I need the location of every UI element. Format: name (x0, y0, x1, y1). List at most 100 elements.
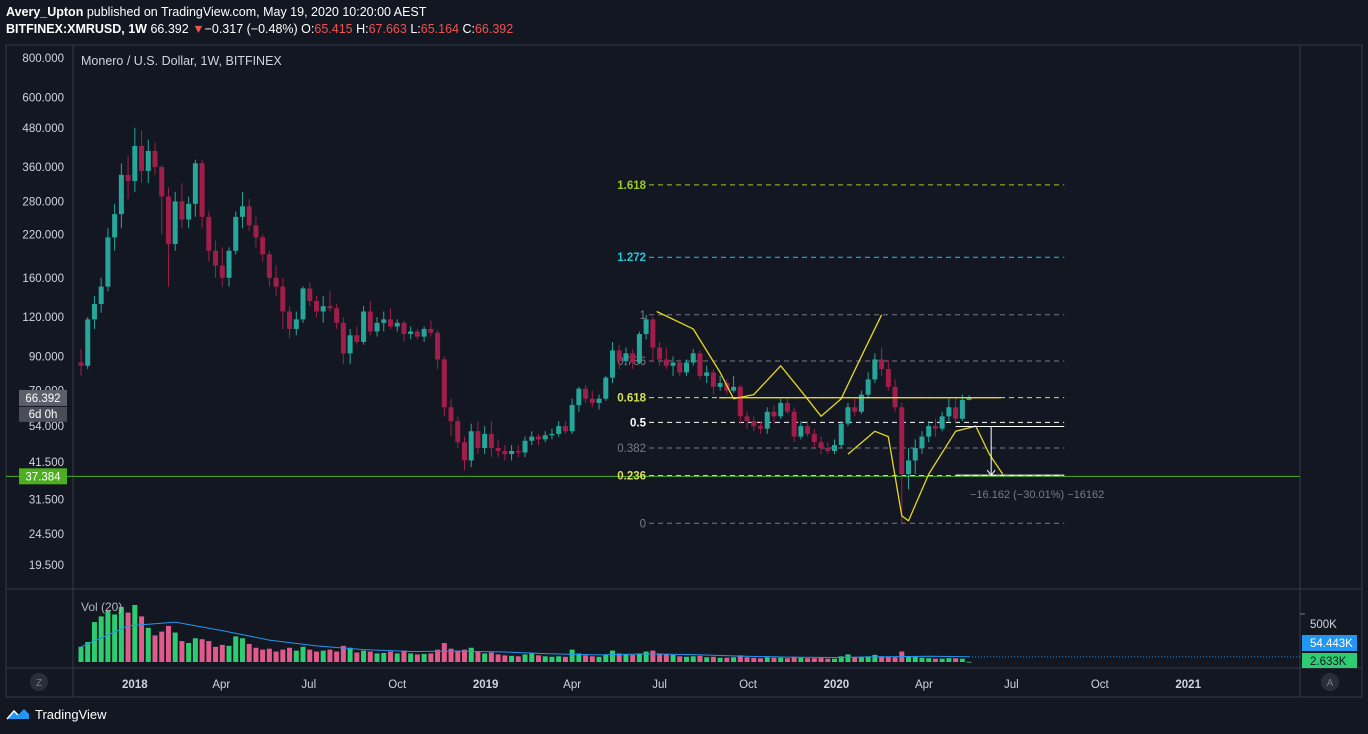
candle-body (213, 250, 219, 266)
last-price: 66.392 (150, 22, 189, 36)
volume-bar (758, 658, 764, 662)
candle-body (253, 225, 259, 238)
zoom-icon: Z (36, 678, 42, 689)
volume-bar (320, 650, 326, 662)
publish-info: Avery_Upton published on TradingView.com… (6, 5, 426, 19)
candle-body (118, 174, 124, 215)
price-axis[interactable]: 800.000 600.000 480.000 360.000 280.000 220.0… (6, 53, 1300, 572)
volume-bar (125, 612, 131, 662)
volume-bar (159, 631, 165, 662)
candle-body (273, 277, 279, 287)
volume-bar (139, 616, 145, 662)
volume-bar (737, 655, 743, 662)
candle-body (576, 388, 582, 406)
zoom-button (30, 673, 48, 691)
fib-level-label: 0 (640, 518, 646, 530)
auto-scale-icon: A (1327, 678, 1334, 689)
volume-bar (307, 649, 313, 662)
volume-bar (791, 656, 797, 662)
author-name[interactable]: Avery_Upton (6, 5, 84, 19)
candle-body (468, 431, 474, 461)
volume-bar (959, 658, 965, 662)
candle-body (495, 447, 501, 451)
candle-body (448, 407, 454, 422)
candle-body (233, 216, 239, 251)
countdown-badge (19, 406, 67, 422)
volume-bar (374, 653, 380, 662)
volume-pane: 500K 54.443K 2.633K (78, 605, 1357, 668)
volume-bar (132, 605, 138, 662)
candle-body (502, 450, 508, 455)
fib-level-label: 0.236 (617, 471, 646, 483)
candle-body (744, 416, 750, 422)
candle-body (562, 426, 568, 432)
volume-bar (78, 646, 84, 662)
candle-body (529, 436, 535, 441)
volume-bar (912, 656, 918, 662)
volume-bar (118, 606, 124, 662)
volume-bar (710, 656, 716, 662)
volume-bar (105, 610, 111, 662)
volume-bar (461, 649, 467, 662)
countdown-label: 6d 0h (29, 409, 58, 421)
candle-body (906, 460, 912, 475)
support-price-label: 37.384 (25, 471, 61, 483)
volume-bar (152, 635, 158, 662)
candle-body (435, 332, 441, 360)
volume-bar (482, 653, 488, 662)
ohlc-legend: BITFINEX:XMRUSD, 1W 66.392 ▼−0.317 (−0.4… (6, 22, 513, 36)
candle-body (771, 411, 777, 417)
volume-bar (206, 641, 212, 662)
candle-body (542, 435, 548, 440)
volume-bar (455, 650, 461, 662)
time-axis[interactable]: 2018 Apr Jul Oct 2019 Apr Jul Oct 2020 Apr Jul Oct 2… (30, 673, 1339, 691)
volume-bar (569, 649, 575, 662)
volume-bar (226, 645, 232, 662)
volume-bar (509, 655, 515, 662)
volume-bar (468, 647, 474, 662)
price-tick-label: 24.500 (29, 529, 64, 541)
volume-bar (401, 650, 407, 662)
candle-body (838, 423, 844, 446)
candle-body (697, 353, 703, 376)
volume-bar (192, 638, 198, 662)
volume-bar (818, 657, 824, 662)
volume-bar (946, 658, 952, 662)
volume-bar (576, 653, 582, 662)
tradingview-footer: TradingView (6, 706, 107, 722)
volume-bar (838, 656, 844, 662)
volume-bar (186, 643, 192, 662)
candle-body (852, 407, 858, 412)
volume-bar (535, 655, 541, 662)
volume-bar (717, 657, 723, 662)
time-tick-label: 2018 (122, 679, 148, 691)
candle-body (751, 421, 757, 427)
candle-body (690, 353, 696, 363)
volume-bar (926, 658, 932, 662)
volume-bar (441, 643, 447, 662)
volume-bar (885, 656, 891, 662)
time-tick-label: Apr (563, 679, 581, 691)
drawings[interactable]: −16.162 (−30.01%) −16162 (656, 310, 1105, 522)
candle-body (805, 426, 811, 434)
candle-body (556, 426, 562, 434)
candle-body (858, 394, 864, 412)
volume-bar (744, 657, 750, 662)
candle-body (159, 167, 165, 197)
fib-level-label: 0.382 (617, 443, 646, 455)
volume-bar (394, 653, 400, 662)
volume-bar (825, 658, 831, 662)
fib-level-label: 1.618 (617, 180, 646, 192)
price-tick-label: 120.000 (22, 312, 64, 324)
last-price-badge (19, 389, 67, 406)
price-tick-label: 220.000 (22, 229, 64, 241)
candle-body (885, 369, 891, 387)
brand-name: TradingView (35, 706, 107, 722)
volume-bar (778, 657, 784, 662)
volume-bar (677, 656, 683, 662)
volume-bar (387, 651, 393, 662)
price-chart[interactable]: 800.000 600.000 480.000 360.000 280.000 220.0… (0, 0, 1368, 700)
volume-bar (939, 658, 945, 662)
volume-bar (233, 636, 239, 662)
